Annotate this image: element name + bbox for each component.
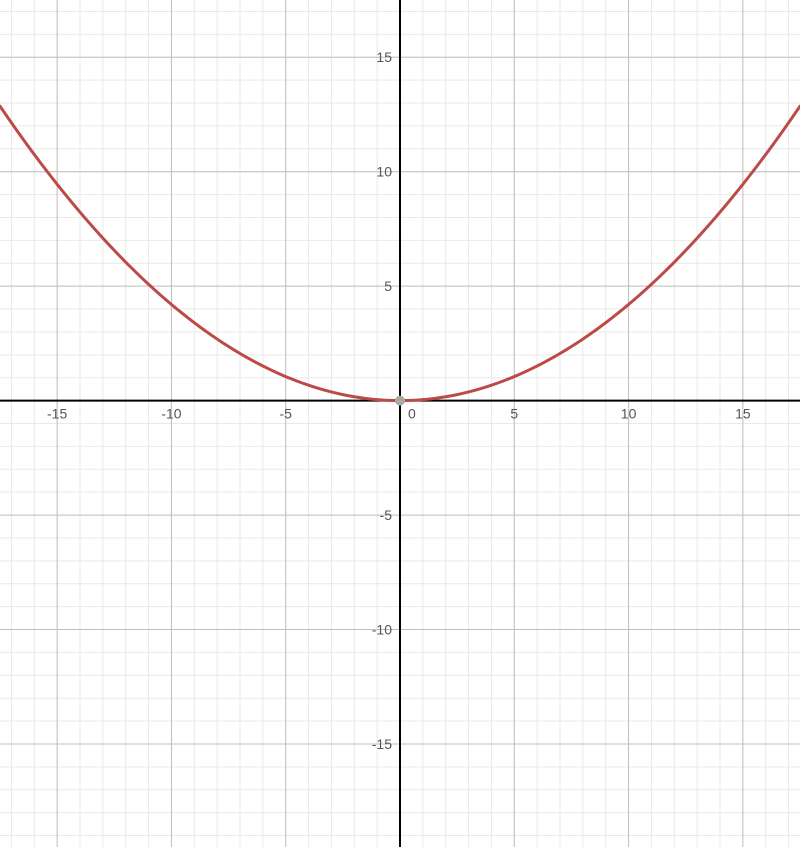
x-tick-label: 5 <box>510 406 518 422</box>
x-tick-label: -5 <box>279 406 292 422</box>
x-tick-label: -10 <box>161 406 181 422</box>
x-tick-label: 15 <box>735 406 751 422</box>
y-tick-label: 10 <box>376 164 392 180</box>
y-tick-label: -5 <box>380 507 393 523</box>
parabola-chart: -15 -10 -5 0 5 10 15 15 10 5 -5 -10 -15 <box>0 0 800 847</box>
y-tick-label: -10 <box>372 622 392 638</box>
y-tick-label: 5 <box>384 278 392 294</box>
x-tick-label: 0 <box>408 406 416 422</box>
chart-container: -15 -10 -5 0 5 10 15 15 10 5 -5 -10 -15 <box>0 0 800 847</box>
x-tick-label: -15 <box>47 406 67 422</box>
x-tick-label: 10 <box>621 406 637 422</box>
vertex-point <box>395 396 405 406</box>
y-tick-label: -15 <box>372 736 392 752</box>
y-tick-label: 15 <box>376 49 392 65</box>
